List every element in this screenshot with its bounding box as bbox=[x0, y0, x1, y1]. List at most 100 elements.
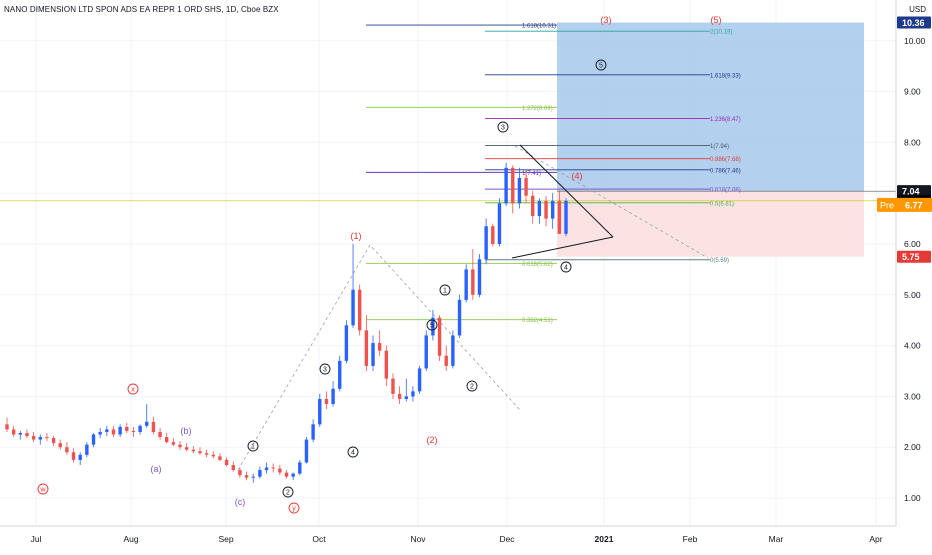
candle-body bbox=[311, 424, 315, 440]
position-zones bbox=[0, 22, 896, 257]
candle-body bbox=[211, 454, 215, 457]
candle-body bbox=[557, 200, 562, 234]
candle-body bbox=[231, 464, 235, 471]
candle-body bbox=[111, 429, 116, 435]
candle-body bbox=[278, 468, 282, 473]
candle-body bbox=[171, 442, 176, 445]
candle-body bbox=[131, 430, 136, 432]
fib-label: 0.5(6.81) bbox=[710, 201, 734, 207]
wave-label: 5 bbox=[599, 63, 603, 70]
candle-body bbox=[118, 426, 122, 435]
candle-body bbox=[504, 167, 508, 204]
candle-body bbox=[38, 437, 42, 440]
wave-path-dashed bbox=[237, 244, 521, 471]
candle-body bbox=[258, 470, 262, 477]
candle-body bbox=[158, 431, 162, 438]
fib-label: 1.236(8.47) bbox=[710, 117, 741, 123]
candle-body bbox=[377, 343, 382, 351]
fib-label: 1(7.41) bbox=[522, 171, 541, 177]
candle-body bbox=[537, 200, 542, 217]
candle-body bbox=[58, 443, 62, 448]
candle-body bbox=[71, 452, 76, 460]
wave-label: 4 bbox=[351, 450, 355, 457]
candle-body bbox=[424, 335, 428, 369]
wave-circle bbox=[439, 284, 451, 296]
candle-body bbox=[544, 200, 548, 219]
wave-circle bbox=[560, 261, 572, 273]
candle-body bbox=[85, 444, 89, 455]
candle-body bbox=[471, 269, 475, 295]
wave-label: y bbox=[292, 506, 296, 513]
candle-body bbox=[31, 436, 36, 440]
wave-circle bbox=[319, 363, 331, 375]
candle-body bbox=[451, 335, 455, 366]
candle-body bbox=[271, 467, 275, 469]
candle-body bbox=[178, 444, 182, 448]
candle-body bbox=[437, 317, 442, 356]
triangle-lower-line bbox=[511, 236, 614, 259]
candle-body bbox=[371, 343, 375, 366]
candle-body bbox=[338, 360, 342, 389]
wave-circle bbox=[282, 486, 294, 498]
candle-body bbox=[497, 203, 502, 244]
symbol-title: NANO DIMENSION LTD SPON ADS EA REPR 1 OR… bbox=[4, 5, 279, 14]
price-label-bg bbox=[897, 185, 931, 198]
wave-label: 3 bbox=[323, 367, 327, 374]
candle-body bbox=[191, 449, 196, 452]
candle-body bbox=[51, 438, 56, 444]
premarket-label-bg bbox=[877, 197, 932, 212]
wave-label: 3 bbox=[501, 125, 505, 132]
x-tick-label: Apr bbox=[869, 534, 882, 544]
wave-label: w bbox=[39, 487, 46, 494]
fib-label: 1.618(10.31) bbox=[522, 24, 556, 30]
wave-label: 1 bbox=[443, 288, 447, 295]
y-tick-label: 5.00 bbox=[904, 290, 921, 300]
x-tick-label: Oct bbox=[312, 534, 326, 544]
x-tick-label: Feb bbox=[683, 534, 698, 544]
candle-body bbox=[165, 437, 169, 443]
wave-circle bbox=[247, 440, 259, 452]
wave-circle bbox=[37, 483, 49, 495]
y-tick-label: 4.00 bbox=[904, 341, 921, 351]
candle-body bbox=[318, 398, 322, 425]
candle-body bbox=[364, 330, 369, 366]
candle-body bbox=[145, 421, 149, 426]
fib-label: 0.886(7.68) bbox=[710, 157, 741, 163]
fib-label: 1.272(8.69) bbox=[522, 106, 553, 112]
x-tick-label: Nov bbox=[410, 534, 426, 544]
candle-body bbox=[138, 425, 142, 432]
wave-label: 1 bbox=[251, 444, 255, 451]
premarket-label: Pre bbox=[880, 200, 894, 210]
candle-body bbox=[91, 434, 96, 445]
wave-label: (5) bbox=[711, 15, 722, 25]
candle-body bbox=[491, 226, 495, 244]
trend-drawings bbox=[237, 144, 709, 471]
x-tick-label: Sep bbox=[218, 534, 233, 544]
y-tick-label: 6.00 bbox=[904, 239, 921, 249]
wave-label: 4 bbox=[564, 265, 568, 272]
candle-body bbox=[184, 447, 189, 450]
candle-body bbox=[397, 393, 402, 399]
y-tick-label: 10.00 bbox=[904, 36, 926, 46]
trend-line-dashed bbox=[514, 145, 709, 259]
price-label: 5.75 bbox=[902, 252, 920, 262]
x-tick-label: Mar bbox=[769, 534, 784, 544]
candle-body bbox=[125, 426, 129, 431]
price-axis[interactable]: 1.002.003.004.005.006.007.008.009.0010.0… bbox=[877, 0, 932, 526]
candle-body bbox=[391, 378, 395, 394]
candle-body bbox=[244, 475, 249, 478]
wave-label: (1) bbox=[351, 231, 362, 241]
wave-label: (3) bbox=[601, 15, 612, 25]
wave-label: x bbox=[131, 387, 135, 394]
candle-body bbox=[25, 432, 29, 437]
wave-label: (b) bbox=[181, 426, 192, 436]
wave-circle bbox=[347, 446, 359, 458]
candle-body bbox=[344, 325, 349, 361]
stop-zone bbox=[557, 191, 864, 257]
candle-body bbox=[304, 439, 309, 463]
fib-label: 0(5.69) bbox=[710, 258, 729, 264]
time-axis[interactable]: Jul Aug Sep Oct Nov Dec 2021 Feb Mar Apr bbox=[0, 525, 896, 544]
wave-circle bbox=[497, 121, 509, 133]
